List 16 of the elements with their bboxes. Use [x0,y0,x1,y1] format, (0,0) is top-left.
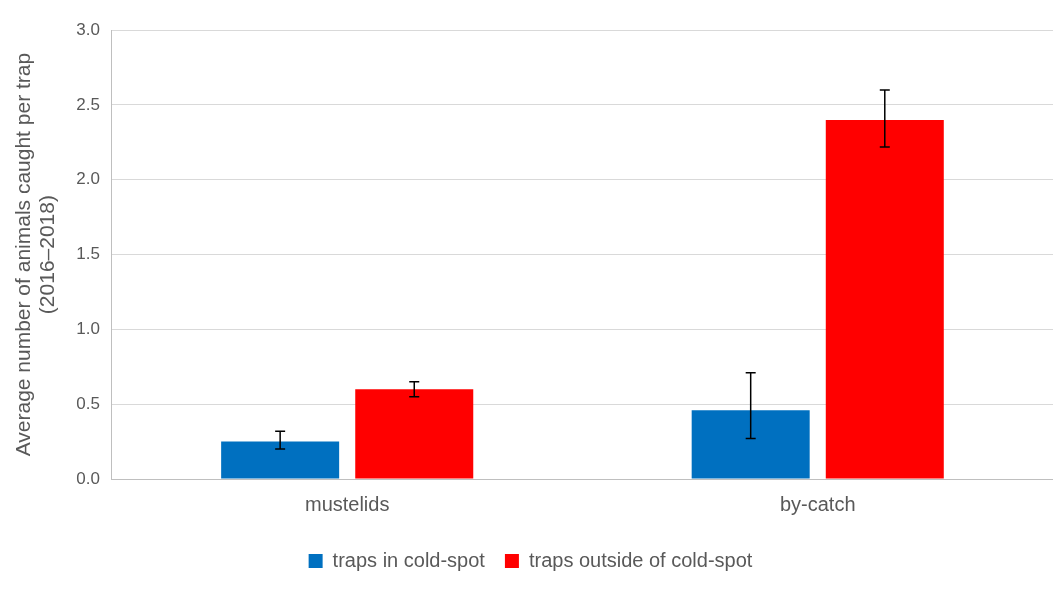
y-tick-label: 0.5 [76,393,100,413]
x-tick-label: mustelids [304,492,390,515]
y-tick-label: 2.5 [76,94,100,114]
bar [825,119,944,479]
bar [691,410,810,479]
y-tick-label: 3.0 [76,19,100,39]
y-tick-label: 1.5 [76,244,100,264]
bar [221,441,340,479]
legend-label: traps in cold-spot [332,548,486,571]
legend-label: traps outside of cold-spot [528,548,753,571]
bar [355,389,474,479]
x-tick-label: by-catch [779,492,856,515]
y-axis-title: Average number of animals caught per trap (2016–2018) [10,52,59,457]
y-tick-label: 0.0 [76,468,100,488]
y-tick-label: 1.0 [76,319,100,339]
y-tick-label: 2.0 [76,169,100,189]
